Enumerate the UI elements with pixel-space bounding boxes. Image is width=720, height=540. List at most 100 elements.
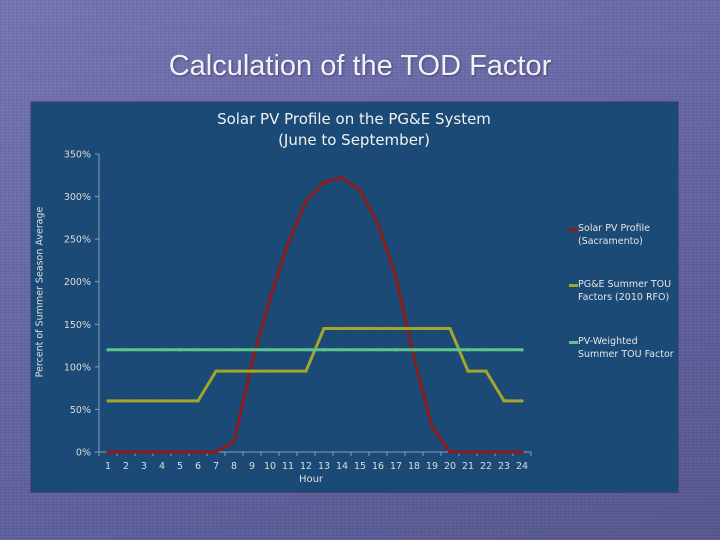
series-2-point (286, 348, 290, 352)
series-2-point (322, 348, 326, 352)
series-0-point (232, 440, 236, 444)
series-0-point (178, 450, 182, 454)
legend-swatch-pv-weighted (569, 341, 578, 344)
chart-title-line: Solar PV Profile on the PG&E System (217, 110, 491, 128)
y-tick-label: 0% (76, 448, 91, 459)
y-tick-label: 350% (64, 150, 91, 161)
series-2-point (214, 348, 218, 352)
series-1-point (466, 369, 470, 373)
series-1-point (394, 326, 398, 331)
x-tick-label: 1 (105, 461, 111, 472)
series-1-point (484, 369, 488, 373)
series-0-point (124, 450, 128, 454)
x-tick-label: 23 (498, 461, 510, 472)
y-tick-label: 200% (64, 277, 91, 288)
legend-label-tou-factors: PG&E Summer TOU Factors (2010 RFO) (578, 279, 672, 303)
series-2-point (430, 348, 434, 352)
x-tick-label: 6 (195, 461, 201, 472)
series-0-point (304, 199, 308, 203)
legend-swatch-tou-factors (569, 284, 578, 287)
x-tick-label: 11 (282, 461, 294, 472)
series-0-point (268, 297, 272, 301)
series-1-point (430, 326, 434, 331)
x-tick-label: 2 (123, 461, 129, 472)
y-tick-label: 150% (64, 320, 91, 331)
series-1-point (106, 399, 110, 403)
x-tick-label: 17 (390, 461, 402, 472)
series-0-point (106, 450, 110, 454)
series-1-point (322, 326, 326, 331)
x-tick-label: 21 (462, 461, 474, 472)
series-0-point (448, 450, 452, 454)
x-tick-label: 19 (426, 461, 438, 472)
x-tick-label: 12 (300, 461, 312, 472)
series-1-point (286, 369, 290, 373)
x-tick-label: 15 (354, 461, 366, 472)
y-tick-label: 100% (64, 362, 91, 373)
series-0-point (412, 356, 416, 360)
series-1-point (502, 399, 506, 403)
series-2-point (160, 348, 164, 352)
series-2-point (232, 348, 236, 352)
series-2-point (520, 348, 524, 352)
series-1-point (160, 399, 164, 403)
series-1-point (196, 399, 200, 403)
series-0-point (430, 424, 434, 429)
series-1-point (142, 399, 146, 403)
series-2-point (376, 348, 380, 352)
series-0-point (214, 450, 218, 454)
series-1-point (124, 399, 128, 403)
series-0-point (394, 275, 398, 280)
series-2-point (178, 348, 182, 352)
series-1-point (520, 399, 524, 403)
series-0-point (466, 450, 470, 454)
series-2-point (142, 348, 146, 352)
chart-subtitle-line: (June to September) (278, 131, 430, 149)
x-tick-label: 4 (159, 461, 165, 472)
series-1-point (250, 369, 254, 373)
x-tick-label: 10 (264, 461, 276, 472)
x-tick-label: 8 (231, 461, 237, 472)
series-1-point (214, 369, 218, 373)
series-0-point (286, 241, 290, 245)
series-0-point (358, 189, 362, 193)
series-1-point (304, 369, 308, 373)
series-0-point (484, 450, 488, 454)
y-tick-label: 50% (70, 405, 91, 416)
series-0-point (250, 361, 254, 365)
legend-label-solar-pv: Solar PV Profile (Sacramento) (578, 223, 651, 247)
series-1-point (376, 326, 380, 331)
series-0-point (340, 176, 344, 180)
x-tick-label: 22 (480, 461, 492, 472)
series-1-point (412, 326, 416, 331)
series-0-point (322, 180, 326, 184)
series-0-point (520, 450, 524, 454)
x-tick-label: 24 (516, 461, 528, 472)
y-tick-label: 300% (64, 192, 91, 203)
x-tick-label: 16 (372, 461, 384, 472)
x-tick-label: 18 (408, 461, 420, 472)
series-2-point (412, 348, 416, 352)
x-tick-label: 7 (213, 461, 219, 472)
legend-swatch-solar-pv (569, 228, 578, 231)
x-tick-label: 14 (336, 461, 348, 472)
series-2-point (106, 348, 110, 352)
x-axis-title: Hour (298, 474, 324, 485)
x-tick-label: 3 (141, 461, 147, 472)
series-0-point (502, 450, 506, 454)
series-2-point (394, 348, 398, 352)
series-1-point (232, 369, 236, 373)
series-1-point (268, 369, 272, 373)
series-line-1 (106, 327, 524, 403)
y-axis-title-text: Percent of Summer Season Average (34, 206, 46, 378)
x-tick-label: 5 (177, 461, 183, 472)
series-1-point (178, 399, 182, 403)
series-0-point (142, 450, 146, 454)
chart-title: Solar PV Profile on the PG&E System (Jun… (181, 109, 527, 151)
line-chart: 0%50%100%150%200%250%300%350%1 2 3 4 5 6 7 8 9 10… (64, 150, 532, 472)
series-2-point (448, 348, 452, 352)
series-2-point (502, 348, 506, 352)
series-2-point (358, 348, 362, 352)
series-1-point (448, 326, 452, 331)
series-0-point (160, 450, 164, 454)
